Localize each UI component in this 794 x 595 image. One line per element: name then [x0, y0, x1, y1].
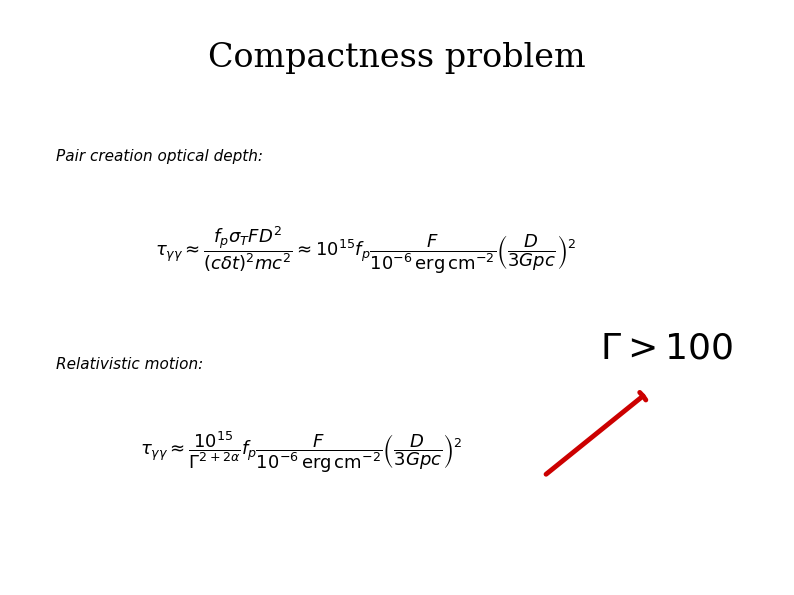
Text: Relativistic motion:: Relativistic motion:	[56, 357, 202, 372]
Text: Compactness problem: Compactness problem	[208, 42, 586, 74]
Text: $\tau_{\gamma\gamma} \approx \dfrac{f_p \sigma_T F D^2}{(c\delta t)^2 m c^2} \ap: $\tau_{\gamma\gamma} \approx \dfrac{f_p …	[155, 224, 576, 275]
Text: $\Gamma >100$: $\Gamma >100$	[600, 331, 734, 365]
Text: $\tau_{\gamma\gamma} \approx \dfrac{10^{15}}{\Gamma^{2+2\alpha}} f_p \dfrac{F}{1: $\tau_{\gamma\gamma} \approx \dfrac{10^{…	[141, 429, 463, 475]
Text: Pair creation optical depth:: Pair creation optical depth:	[56, 149, 263, 164]
